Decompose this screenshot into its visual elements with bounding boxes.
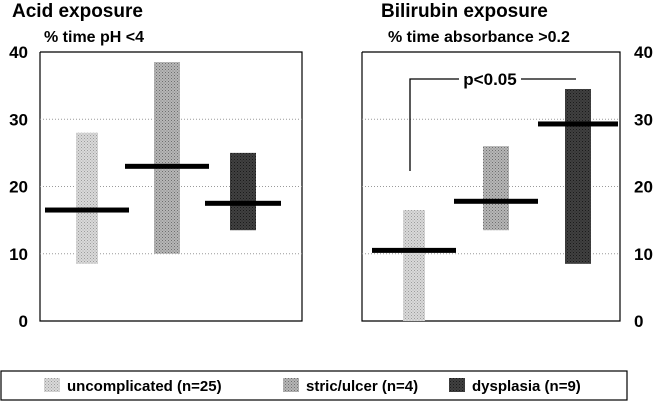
left-gridlines xyxy=(39,51,303,322)
right-medians xyxy=(372,121,618,253)
bilirubin-exposure-plot: 0 10 20 30 40 p<0.05 xyxy=(361,43,653,331)
legend-swatch-stric-ulcer xyxy=(283,378,299,392)
right-median-dysplasia xyxy=(538,121,618,127)
legend-swatch-uncomplicated xyxy=(44,378,60,392)
right-tick-label-10: 10 xyxy=(634,245,653,264)
p-value-annotation: p<0.05 xyxy=(463,70,516,89)
left-tick-label-40: 40 xyxy=(9,43,28,62)
left-tick-labels: 0 10 20 30 40 xyxy=(9,43,28,331)
left-chart-subtitle: % time pH <4 xyxy=(44,29,144,46)
right-bar-uncomplicated xyxy=(403,210,425,321)
right-bar-dysplasia xyxy=(565,88,591,264)
right-bar-stric-ulcer xyxy=(483,146,509,231)
left-tick-label-0: 0 xyxy=(19,312,28,331)
legend: uncomplicated (n=25) stric/ulcer (n=4) d… xyxy=(0,370,628,401)
left-bar-stric-ulcer xyxy=(154,62,180,254)
legend-label-stric-ulcer: stric/ulcer (n=4) xyxy=(306,378,418,395)
significance-bracket xyxy=(409,78,576,171)
left-median-uncomplicated xyxy=(45,207,129,213)
left-plot-frame xyxy=(39,51,303,322)
left-bar-dysplasia xyxy=(230,152,256,231)
right-tick-label-0: 0 xyxy=(634,312,643,331)
left-bars xyxy=(76,62,256,264)
legend-box xyxy=(0,370,628,401)
left-tick-label-20: 20 xyxy=(9,178,28,197)
right-bars xyxy=(403,88,591,321)
acid-exposure-plot: 0 10 20 30 40 xyxy=(9,43,303,331)
right-tick-label-30: 30 xyxy=(634,110,653,129)
right-median-stric-ulcer xyxy=(454,198,538,204)
legend-label-uncomplicated: uncomplicated (n=25) xyxy=(67,378,222,395)
left-chart-title: Acid exposure xyxy=(12,1,143,22)
right-chart-subtitle: % time absorbance >0.2 xyxy=(388,29,570,46)
legend-swatch-dysplasia xyxy=(449,378,465,392)
right-chart-title: Bilirubin exposure xyxy=(381,1,548,22)
left-median-dysplasia xyxy=(205,200,281,206)
left-tick-label-10: 10 xyxy=(9,245,28,264)
left-median-stric-ulcer xyxy=(125,163,209,169)
left-medians xyxy=(45,163,281,213)
left-tick-label-30: 30 xyxy=(9,110,28,129)
right-tick-label-40: 40 xyxy=(634,43,653,62)
right-plot-frame xyxy=(361,51,621,322)
left-bar-uncomplicated xyxy=(76,132,98,264)
right-tick-labels: 0 10 20 30 40 xyxy=(634,43,653,331)
right-tick-label-20: 20 xyxy=(634,178,653,197)
legend-label-dysplasia: dysplasia (n=9) xyxy=(472,378,581,395)
right-median-uncomplicated xyxy=(372,247,456,253)
